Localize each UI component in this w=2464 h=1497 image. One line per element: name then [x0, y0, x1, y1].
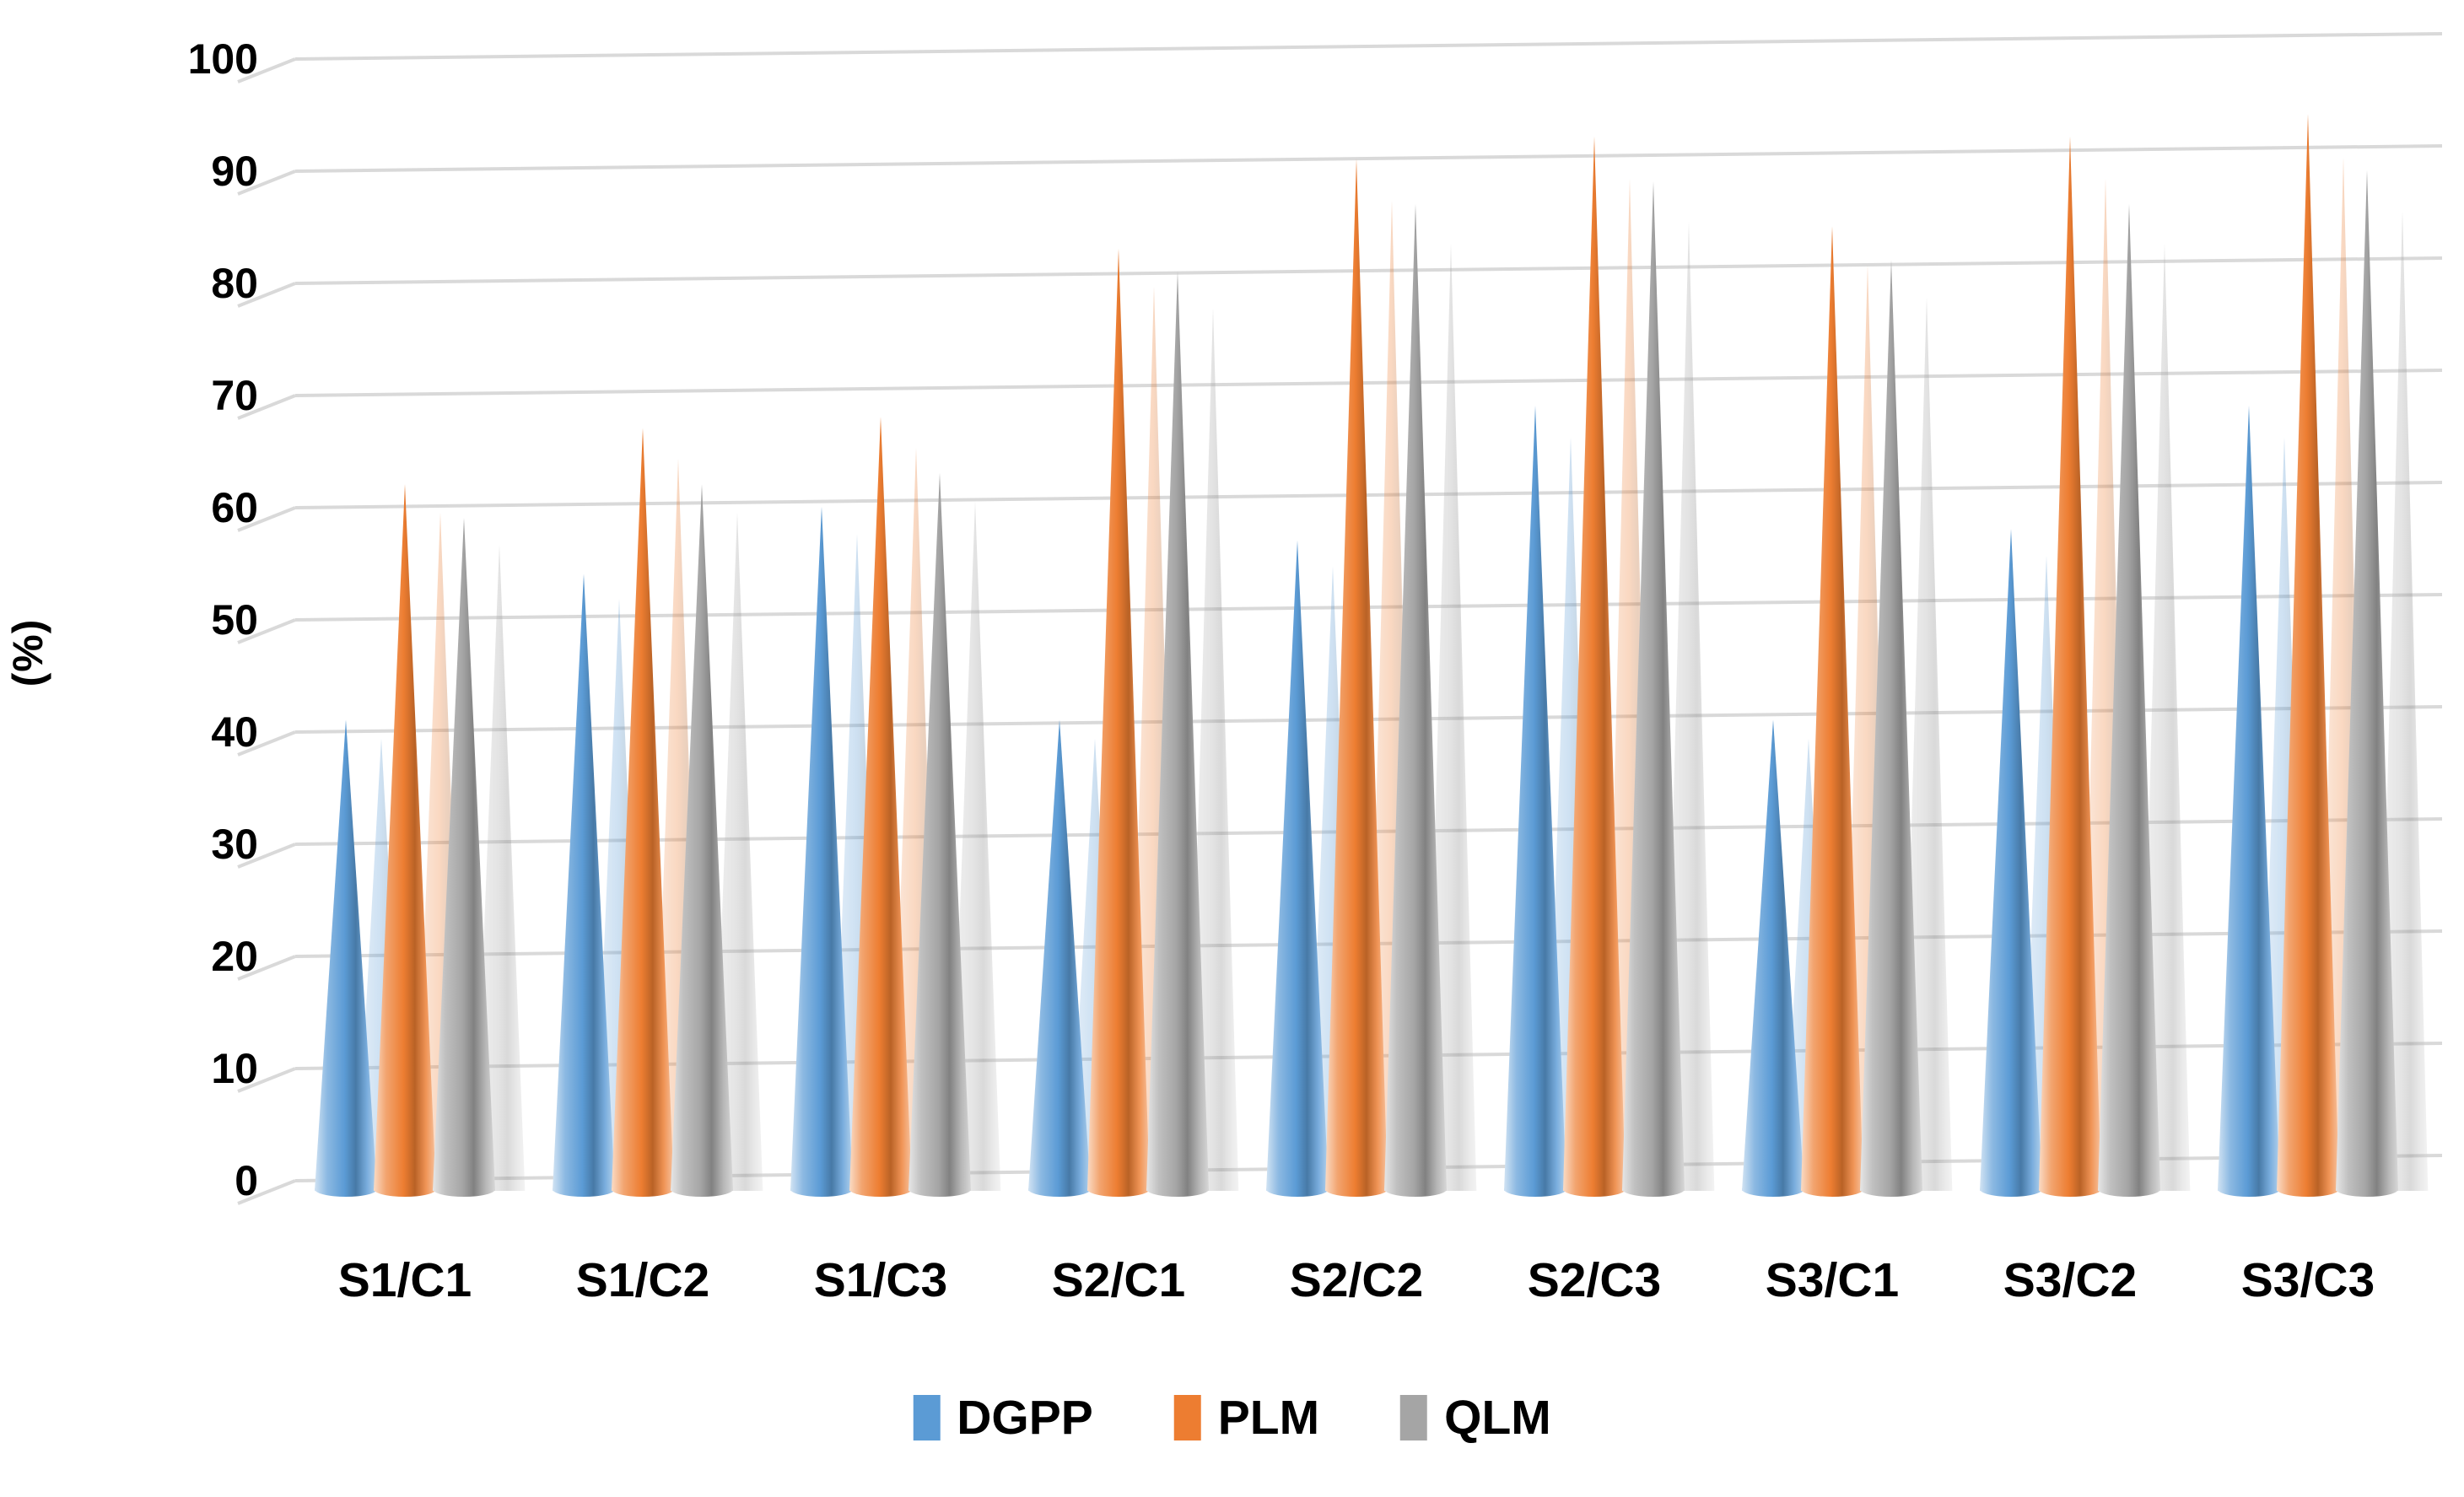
- y-tick-label: 50: [211, 596, 258, 643]
- gridline-depth-tick: [237, 57, 296, 83]
- legend-label: DGPP: [957, 1391, 1093, 1445]
- gridline: [294, 369, 2443, 397]
- gridline-depth-tick: [237, 955, 296, 981]
- legend-item-qlm: QLM: [1400, 1390, 1551, 1446]
- gridline: [294, 256, 2443, 285]
- y-tick-label: 60: [211, 484, 258, 531]
- cone-plm-s2c2: [1325, 159, 1388, 1191]
- x-category-label: S3/C2: [2003, 1253, 2138, 1307]
- legend-marker-icon: [1400, 1395, 1428, 1440]
- x-category-label: S3/C1: [1765, 1253, 1900, 1307]
- legend-label: QLM: [1444, 1391, 1551, 1445]
- x-category-label: S2/C1: [1051, 1253, 1186, 1307]
- cone-plm-s1c2: [612, 428, 674, 1192]
- cone-plm-s3c1: [1801, 226, 1863, 1192]
- y-tick-label: 0: [235, 1157, 258, 1204]
- gridline-depth-tick: [237, 506, 296, 532]
- gridline-depth-tick: [237, 170, 296, 196]
- y-tick-label: 70: [211, 372, 258, 419]
- cone-qlm-s3c3: [2336, 170, 2398, 1192]
- gridline: [294, 481, 2443, 509]
- legend-item-dgpp: DGPP: [913, 1390, 1093, 1446]
- cone-qlm-s2c3: [1622, 181, 1685, 1191]
- cone-qlm-s2c2: [1384, 203, 1447, 1192]
- legend-marker-icon: [1173, 1395, 1201, 1440]
- cone-plm-s1c1: [374, 484, 436, 1191]
- cone-dgpp-s1c1: [315, 719, 377, 1191]
- cone-plm-s3c2: [2039, 136, 2101, 1191]
- y-tick-label: 80: [211, 260, 258, 307]
- legend-item-plm: PLM: [1173, 1390, 1320, 1446]
- cone-qlm-s2c1: [1146, 271, 1209, 1191]
- y-tick-label: 40: [211, 708, 258, 756]
- x-category-label: S2/C2: [1289, 1253, 1424, 1307]
- cone-dgpp-s3c2: [1980, 529, 2042, 1191]
- cone-dgpp-s2c3: [1504, 406, 1566, 1191]
- cone-dgpp-s2c1: [1028, 719, 1091, 1191]
- cone-qlm-s1c2: [671, 484, 733, 1191]
- cone-qlm-s3c1: [1860, 260, 1922, 1192]
- y-tick-label: 20: [211, 933, 258, 980]
- y-tick-label: 30: [211, 821, 258, 868]
- y-tick-label: 10: [211, 1045, 258, 1092]
- x-category-label: S3/C3: [2240, 1253, 2375, 1307]
- legend: DGPP PLM QLM: [913, 1390, 1551, 1446]
- gridline-depth-tick: [237, 1067, 296, 1093]
- cone-plm-s2c3: [1563, 136, 1626, 1191]
- gridline-depth-tick: [237, 730, 296, 757]
- x-category-label: S2/C3: [1527, 1253, 1662, 1307]
- cone-dgpp-s1c3: [790, 506, 853, 1191]
- gridline-depth-tick: [237, 282, 296, 308]
- cone-qlm-s1c3: [908, 472, 971, 1191]
- gridline-depth-tick: [237, 394, 296, 420]
- cone-dgpp-s2c2: [1266, 540, 1329, 1191]
- legend-label: PLM: [1217, 1391, 1320, 1445]
- cone-plm-s2c1: [1087, 248, 1150, 1191]
- gridline: [294, 32, 2443, 61]
- legend-marker-icon: [913, 1395, 941, 1440]
- cone-qlm-s1c1: [433, 518, 495, 1191]
- y-tick-label: 90: [211, 148, 258, 195]
- cone-dgpp-s1c2: [553, 573, 615, 1191]
- gridline-depth-tick: [237, 618, 296, 644]
- gridline: [294, 144, 2443, 173]
- gridline-depth-tick: [237, 1179, 296, 1205]
- cone-qlm-s3c2: [2098, 203, 2160, 1192]
- cone-plm-s3c3: [2277, 114, 2339, 1192]
- cone-dgpp-s3c3: [2218, 406, 2280, 1191]
- x-category-label: S1/C2: [575, 1253, 710, 1307]
- x-category-label: S1/C3: [813, 1253, 948, 1307]
- gridline-depth-tick: [237, 843, 296, 869]
- cone-dgpp-s3c1: [1742, 719, 1804, 1191]
- cone-plm-s1c3: [849, 417, 912, 1191]
- y-tick-label: 100: [187, 35, 258, 83]
- x-category-label: S1/C1: [337, 1253, 472, 1307]
